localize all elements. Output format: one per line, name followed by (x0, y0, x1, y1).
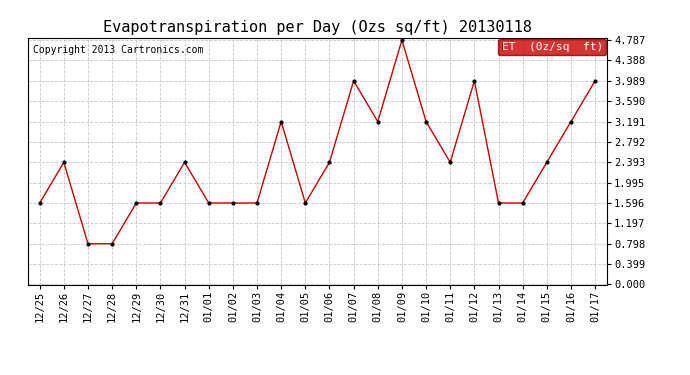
Legend: ET  (0z/sq  ft): ET (0z/sq ft) (498, 39, 606, 55)
Title: Evapotranspiration per Day (Ozs sq/ft) 20130118: Evapotranspiration per Day (Ozs sq/ft) 2… (103, 20, 532, 35)
Text: Copyright 2013 Cartronics.com: Copyright 2013 Cartronics.com (33, 45, 204, 55)
